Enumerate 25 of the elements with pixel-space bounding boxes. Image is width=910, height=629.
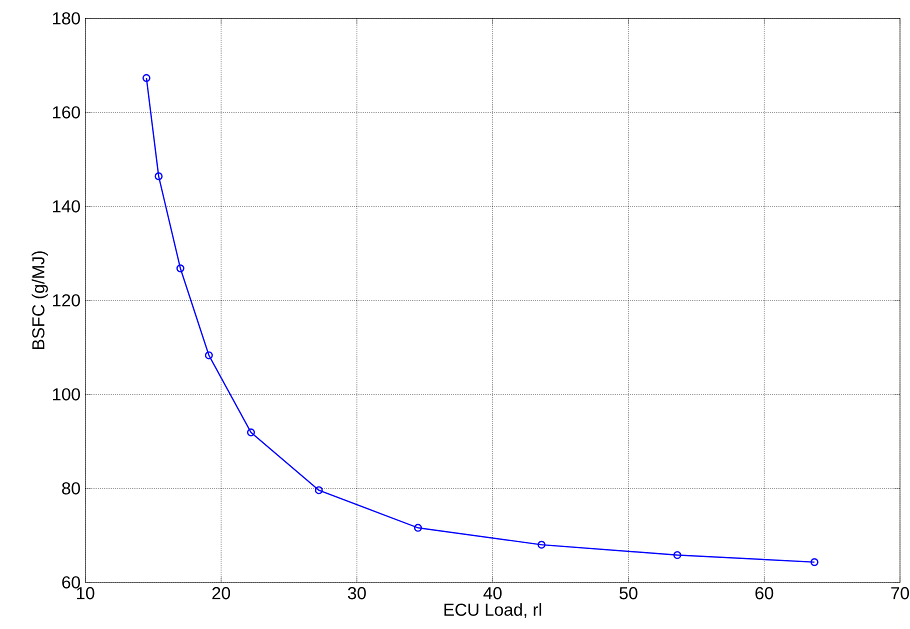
point: [142, 74, 150, 82]
y-tick-label: 100: [53, 388, 80, 400]
x-tick-label: 50: [619, 587, 638, 600]
x-tick-label: 20: [212, 587, 230, 600]
point: [204, 351, 213, 360]
point: [673, 551, 682, 560]
y-axis-title: BSFC (g/MJ): [32, 251, 48, 349]
point: [314, 486, 323, 494]
y-tick-label: 80: [62, 482, 80, 494]
point: [414, 524, 422, 532]
point: [246, 428, 255, 436]
x-tick-label: 30: [348, 587, 366, 600]
x-tick-label: 10: [77, 587, 94, 600]
y-tick-label: 60: [62, 576, 80, 588]
x-tick-label: 60: [755, 587, 774, 600]
x-axis-title: ECU Load, rl: [444, 603, 542, 618]
point: [176, 264, 184, 272]
x-tick-label: 40: [483, 587, 502, 600]
y-tick-label: 120: [53, 294, 80, 306]
y-tick-label: 140: [53, 200, 80, 212]
point: [154, 172, 163, 180]
point: [538, 540, 546, 549]
y-tick-label: 160: [53, 106, 80, 118]
x-tick-label: 70: [891, 587, 909, 600]
y-tick-label: 180: [53, 12, 80, 24]
